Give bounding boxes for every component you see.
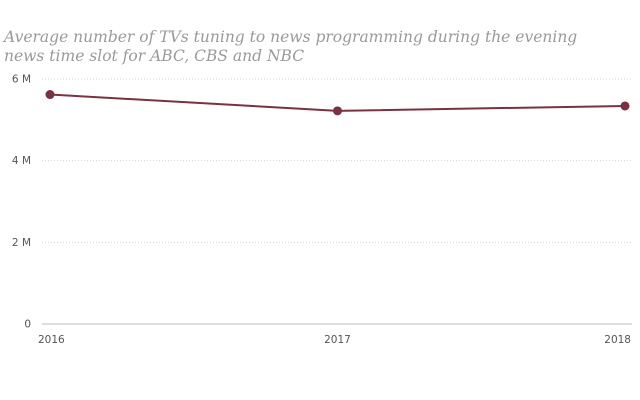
y-tick-label: 0 <box>24 319 31 331</box>
chart-title: Average number of TVs tuning to news pro… <box>4 28 578 65</box>
y-tick-label: 6 M <box>12 74 31 86</box>
data-point[interactable] <box>333 106 342 116</box>
gridlines <box>42 78 632 325</box>
y-tick-label: 2 M <box>12 237 31 249</box>
data-point[interactable] <box>45 90 55 100</box>
y-tick-label: 4 M <box>12 155 31 167</box>
x-tick-label: 2018 <box>604 334 631 346</box>
x-tick-label: 2016 <box>38 334 65 346</box>
series-layer <box>45 90 630 116</box>
x-axis-tick-labels: 2016 2017 2018 <box>38 334 631 346</box>
y-axis-tick-labels: 0 2 M 4 M 6 M <box>12 74 31 331</box>
data-point[interactable] <box>620 101 630 111</box>
x-tick-label: 2017 <box>324 334 351 346</box>
